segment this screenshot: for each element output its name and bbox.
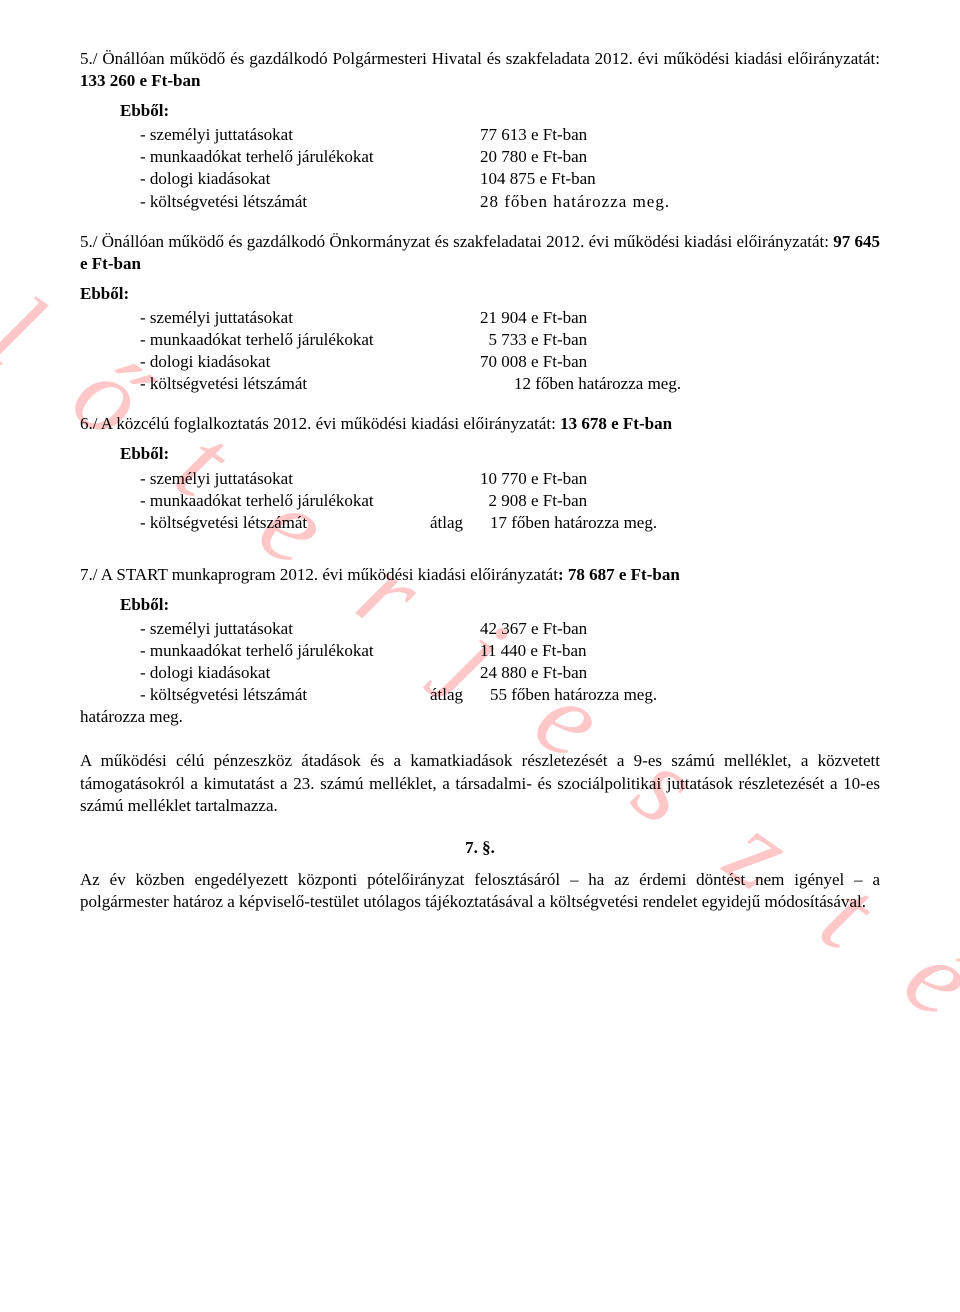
ebbol-label: Ebből: — [120, 100, 880, 122]
item-value: 21 904 e Ft-ban — [480, 307, 587, 329]
section-7-head-amount: : 78 687 e Ft-ban — [558, 565, 680, 584]
item-label: - munkaadókat terhelő járulékokat — [140, 329, 480, 351]
item-label: - költségvetési létszámát — [140, 512, 430, 534]
list-item: - személyi juttatásokat 10 770 e Ft-ban — [140, 468, 880, 490]
page-content: 5./ Önállóan működő és gazdálkodó Polgár… — [0, 0, 960, 943]
item-label: - dologi kiadásokat — [140, 351, 480, 373]
list-item: - dologi kiadásokat 24 880 e Ft-ban — [140, 662, 880, 684]
item-value: 10 770 e Ft-ban — [480, 468, 587, 490]
section-5-head-amount: 133 260 e Ft-ban — [80, 71, 200, 90]
item-value: 77 613 e Ft-ban — [480, 124, 587, 146]
list-item: - költségvetési létszámát átlag 17 főben… — [140, 512, 880, 534]
item-value: 104 875 e Ft-ban — [480, 168, 596, 190]
item-value: 55 főben határozza meg. — [490, 684, 657, 706]
item-value: 11 440 e Ft-ban — [480, 640, 587, 662]
ebbol-label: Ebből: — [120, 594, 880, 616]
section-5-head-text: 5./ Önállóan működő és gazdálkodó Polgár… — [80, 49, 880, 68]
item-mid: átlag — [430, 684, 490, 706]
item-label: - személyi juttatásokat — [140, 618, 480, 640]
item-mid: átlag — [430, 512, 490, 534]
section-7-head-text: 7./ A START munkaprogram 2012. évi működ… — [80, 565, 558, 584]
list-item: - költségvetési létszámát 28 főben határ… — [140, 191, 880, 213]
section-6-head-amount: 13 678 e Ft-ban — [560, 414, 672, 433]
section-5b-heading: 5./ Önállóan működő és gazdálkodó Önkorm… — [80, 231, 880, 275]
item-label: - munkaadókat terhelő járulékokat — [140, 490, 480, 512]
section-6-heading: 6./ A közcélú foglalkoztatás 2012. évi m… — [80, 413, 880, 435]
item-label: - költségvetési létszámát — [140, 684, 430, 706]
ebbol-label: Ebből: — [80, 283, 880, 305]
item-value: 5 733 e Ft-ban — [480, 329, 587, 351]
section-7-heading: 7./ A START munkaprogram 2012. évi működ… — [80, 564, 880, 586]
item-label: - személyi juttatásokat — [140, 468, 480, 490]
paragraph-attachments: A működési célú pénzeszköz átadások és a… — [80, 750, 880, 816]
item-label: - munkaadókat terhelő járulékokat — [140, 640, 480, 662]
paragraph-council: Az év közben engedélyezett központi póte… — [80, 869, 880, 913]
list-item: - költségvetési létszámát átlag 55 főben… — [140, 684, 880, 706]
section-6-head-text: 6./ A közcélú foglalkoztatás 2012. évi m… — [80, 414, 560, 433]
list-item: - személyi juttatásokat 77 613 e Ft-ban — [140, 124, 880, 146]
list-item: - munkaadókat terhelő járulékokat 5 733 … — [140, 329, 880, 351]
list-item: - munkaadókat terhelő járulékokat 11 440… — [140, 640, 880, 662]
section-5-heading: 5./ Önállóan működő és gazdálkodó Polgár… — [80, 48, 880, 92]
item-label: - költségvetési létszámát — [140, 373, 480, 395]
item-label: - költségvetési létszámát — [140, 191, 480, 213]
item-label: - dologi kiadásokat — [140, 168, 480, 190]
list-item: - dologi kiadásokat 104 875 e Ft-ban — [140, 168, 880, 190]
list-item: - személyi juttatásokat 42 367 e Ft-ban — [140, 618, 880, 640]
item-value: 2 908 e Ft-ban — [480, 490, 587, 512]
item-value: 24 880 e Ft-ban — [480, 662, 587, 684]
section-5b-head-text: 5./ Önállóan működő és gazdálkodó Önkorm… — [80, 232, 833, 251]
item-value: 12 főben határozza meg. — [480, 373, 681, 395]
item-label: - dologi kiadásokat — [140, 662, 480, 684]
list-item: - személyi juttatásokat 21 904 e Ft-ban — [140, 307, 880, 329]
ebbol-label: Ebből: — [120, 443, 880, 465]
item-value: 28 főben határozza meg. — [480, 191, 670, 213]
list-item: - munkaadókat terhelő járulékokat 20 780… — [140, 146, 880, 168]
item-label: - személyi juttatásokat — [140, 124, 480, 146]
item-label: - személyi juttatásokat — [140, 307, 480, 329]
section-7-title: 7. §. — [80, 837, 880, 859]
list-item: - költségvetési létszámát 12 főben határ… — [140, 373, 880, 395]
list-item: - munkaadókat terhelő járulékokat 2 908 … — [140, 490, 880, 512]
item-label: - munkaadókat terhelő járulékokat — [140, 146, 480, 168]
item-value: 17 főben határozza meg. — [490, 512, 657, 534]
item-value: 70 008 e Ft-ban — [480, 351, 587, 373]
item-value: 42 367 e Ft-ban — [480, 618, 587, 640]
item-value: 20 780 e Ft-ban — [480, 146, 587, 168]
list-item: - dologi kiadásokat 70 008 e Ft-ban — [140, 351, 880, 373]
section-7-tail: határozza meg. — [80, 706, 880, 728]
